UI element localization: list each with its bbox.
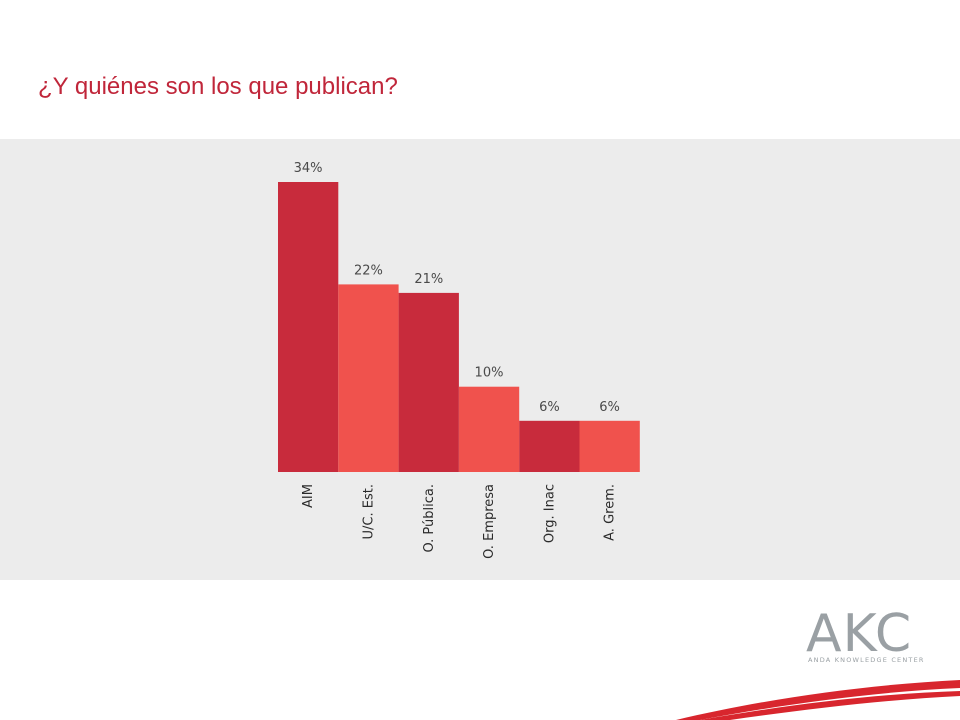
- value-labels-group: 34% 22% 21% 10% 6% 6%: [294, 161, 620, 415]
- swoosh-path: [676, 680, 960, 720]
- bar-6: [579, 420, 640, 472]
- akc-logo: AKC ANDA KNOWLEDGE CENTER: [806, 605, 925, 664]
- bar-value-label-3: 21%: [414, 272, 443, 287]
- bars-group: [278, 182, 640, 472]
- bar-4: [458, 386, 520, 472]
- category-label-6: A. Grem.: [603, 484, 618, 541]
- bar-value-label-1: 34%: [294, 161, 323, 176]
- category-label-2: U/C. Est.: [361, 484, 376, 539]
- logo-text: AKC: [806, 605, 912, 664]
- category-label-4: O. Empresa: [482, 484, 497, 559]
- category-label-5: Org. Inac: [542, 484, 557, 543]
- swoosh-path-secondary: [700, 691, 960, 720]
- category-label-1: AIM: [301, 484, 316, 508]
- bar-chart: 34% 22% 21% 10% 6% 6% AIM U/C. Est. O. Pública.…: [278, 161, 640, 559]
- bar-value-label-4: 10%: [475, 366, 504, 381]
- bar-3: [398, 292, 459, 472]
- category-label-3: O. Pública.: [422, 484, 437, 553]
- bar-value-label-2: 22%: [354, 263, 383, 278]
- bar-1: [278, 182, 339, 472]
- logo-subtext: ANDA KNOWLEDGE CENTER: [808, 656, 925, 664]
- category-labels-group: AIM U/C. Est. O. Pública. O. Empresa Org. In…: [301, 484, 617, 559]
- red-swoosh-decoration: [676, 680, 960, 720]
- bar-2: [338, 284, 399, 472]
- chart-panel: 34% 22% 21% 10% 6% 6% AIM U/C. Est. O. Pública.…: [0, 139, 960, 580]
- bar-value-label-6: 6%: [599, 400, 620, 415]
- bar-value-label-5: 6%: [539, 400, 560, 415]
- bar-5: [519, 420, 580, 472]
- slide-title: ¿Y quiénes son los que publican?: [38, 73, 398, 100]
